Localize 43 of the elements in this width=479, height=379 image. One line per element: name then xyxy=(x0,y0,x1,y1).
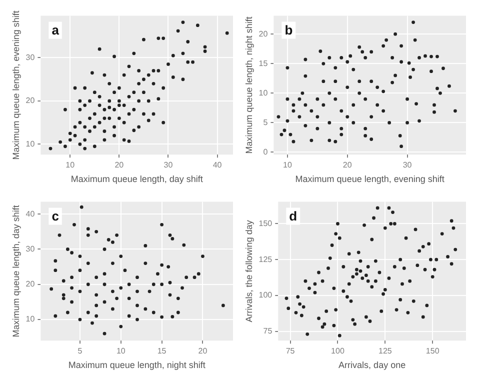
x-tick-label: 40 xyxy=(212,160,222,170)
text: d xyxy=(289,208,298,224)
text: a xyxy=(52,22,60,38)
y-tick-label: 5 xyxy=(263,118,268,127)
x-tick-label: 5 xyxy=(78,346,83,356)
text: c xyxy=(52,208,59,224)
x-tick-label: 20 xyxy=(342,160,352,170)
y-tick-label: 75 xyxy=(263,326,273,336)
y-tick-label: 150 xyxy=(258,218,273,228)
x-tick-label: 150 xyxy=(426,346,440,356)
x-tick-label: 20 xyxy=(198,346,208,356)
y-tick-label: 100 xyxy=(258,290,273,300)
y-tick-label: 15 xyxy=(258,58,268,68)
y-tick-label: 125 xyxy=(258,254,273,264)
x-axis-title: Arrivals, day one xyxy=(338,360,406,370)
y-tick-label: 20 xyxy=(26,96,36,106)
text: b xyxy=(284,22,293,38)
x-tick-label: 10 xyxy=(116,346,126,356)
y-tick-label: 20 xyxy=(26,280,36,289)
x-tick-label: 75 xyxy=(286,346,296,356)
x-axis-title: Maximum queue length, day shift xyxy=(70,174,204,184)
y-tick-label: 20 xyxy=(258,29,268,38)
x-tick-label: 30 xyxy=(402,160,412,170)
y-tick-label: 30 xyxy=(26,52,36,62)
x-tick-label: 15 xyxy=(157,346,167,356)
x-tick-label: 20 xyxy=(114,160,124,170)
x-axis-title: Maximum queue length, evening shift xyxy=(295,174,445,184)
x-tick-label: 10 xyxy=(66,160,76,170)
x-tick-label: 10 xyxy=(283,160,292,170)
x-tick-label: 125 xyxy=(378,346,392,356)
x-tick-label: 100 xyxy=(331,346,345,356)
y-axis-title: Maximum queue length, night shift xyxy=(244,16,254,154)
y-tick-label: 0 xyxy=(263,147,268,156)
y-tick-label: 10 xyxy=(26,139,36,148)
y-tick-label: 10 xyxy=(258,88,268,98)
x-tick-label: 30 xyxy=(164,160,174,170)
y-tick-label: 10 xyxy=(26,314,36,324)
y-axis-title: Maximum queue length, day shift xyxy=(10,204,21,338)
y-tick-label: 40 xyxy=(26,209,36,218)
x-axis-title: Maximum queue length, night shift xyxy=(68,360,206,370)
y-axis-title: Maximum queue length, evening shift xyxy=(10,10,21,160)
y-axis-title: Arrivals, the following day xyxy=(244,220,254,322)
y-tick-label: 30 xyxy=(26,244,36,254)
